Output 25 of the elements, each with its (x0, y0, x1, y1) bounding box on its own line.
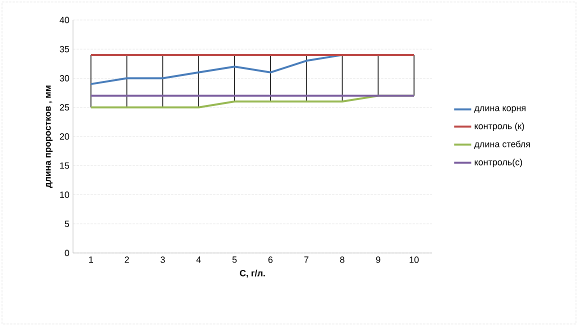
x-tick-label: 9 (376, 256, 380, 263)
legend-label: длина стебля (474, 140, 530, 150)
x-tick-label: 7 (304, 256, 308, 263)
y-axis-title: длина проростков , мм (46, 86, 53, 188)
x-tick-label: 6 (268, 256, 273, 263)
y-tick-label: 5 (64, 220, 70, 228)
x-tick-label: 5 (232, 256, 237, 263)
y-tick-label: 20 (60, 133, 70, 140)
legend-label: контроль(с) (474, 158, 522, 168)
x-tick-label: 4 (196, 256, 201, 263)
x-tick-label: 2 (124, 256, 129, 263)
x-tick-label: 1 (89, 256, 94, 263)
y-tick-label: 25 (60, 104, 70, 111)
x-tick-label: 10 (410, 256, 419, 263)
y-tick-label: 30 (60, 75, 70, 82)
y-tick-label: 10 (60, 192, 70, 198)
x-axis-title: C, г/л. (240, 270, 265, 278)
y-tick-label: 0 (64, 250, 70, 256)
x-tick-label: 8 (340, 256, 344, 263)
legend-label: контроль (к) (474, 122, 524, 131)
legend-label: длина корня (474, 106, 526, 113)
x-tick-label: 3 (160, 256, 165, 263)
y-tick-label: 15 (60, 162, 70, 169)
y-tick-label: 40 (60, 16, 70, 24)
y-tick-label: 35 (60, 46, 70, 52)
